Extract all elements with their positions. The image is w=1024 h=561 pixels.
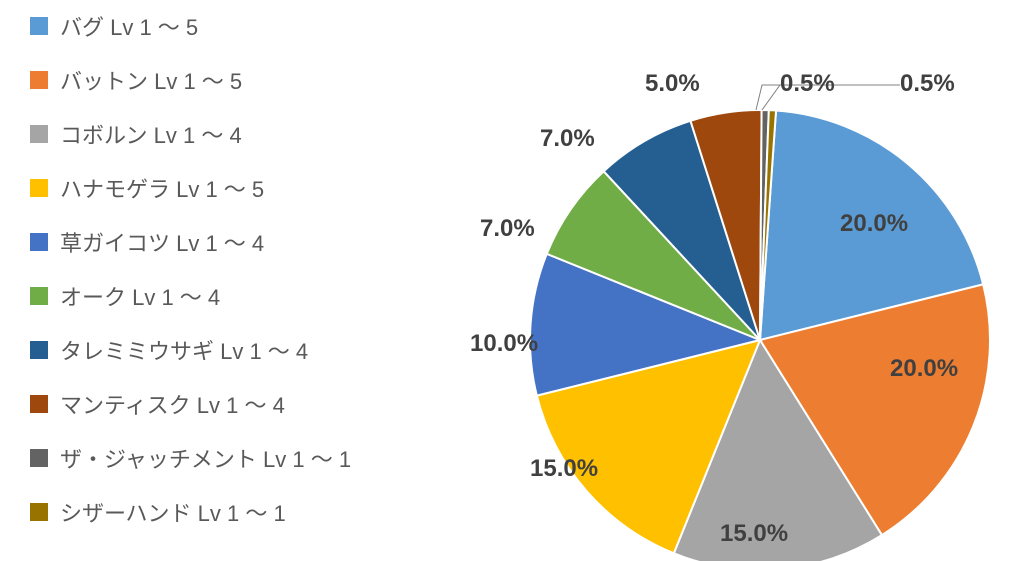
legend-label: シザーハンド Lv 1 ～ 1	[60, 496, 286, 528]
legend-label: ハナモゲラ Lv 1 ～ 5	[60, 172, 264, 204]
legend-swatch	[30, 125, 48, 143]
legend-label: オーク Lv 1 ～ 4	[60, 280, 220, 312]
legend-swatch	[30, 341, 48, 359]
legend-item: バグ Lv 1 ～ 5	[30, 10, 410, 42]
legend-swatch	[30, 17, 48, 35]
legend-item: コボルン Lv 1 ～ 4	[30, 118, 410, 150]
legend-item: シザーハンド Lv 1 ～ 1	[30, 496, 410, 528]
slice-percent-label: 7.0%	[540, 125, 595, 153]
slice-percent-label: 0.5%	[900, 70, 955, 98]
legend-label: バグ Lv 1 ～ 5	[60, 10, 198, 42]
slice-percent-label: 5.0%	[645, 70, 700, 98]
slice-percent-label: 0.5%	[780, 70, 835, 98]
legend-swatch	[30, 71, 48, 89]
slice-percent-label: 7.0%	[480, 215, 535, 243]
legend-swatch	[30, 449, 48, 467]
legend-item: オーク Lv 1 ～ 4	[30, 280, 410, 312]
legend-label: タレミミウサギ Lv 1 ～ 4	[60, 334, 308, 366]
slice-percent-label: 15.0%	[530, 455, 598, 483]
legend: バグ Lv 1 ～ 5 バットン Lv 1 ～ 5 コボルン Lv 1 ～ 4 ハナモ…	[0, 0, 410, 561]
legend-swatch	[30, 233, 48, 251]
legend-label: 草ガイコツ Lv 1 ～ 4	[60, 226, 264, 258]
slice-percent-label: 10.0%	[470, 330, 538, 358]
legend-swatch	[30, 503, 48, 521]
legend-label: コボルン Lv 1 ～ 4	[60, 118, 242, 150]
slice-percent-label: 20.0%	[840, 210, 908, 238]
legend-swatch	[30, 287, 48, 305]
legend-swatch	[30, 179, 48, 197]
slice-percent-label: 15.0%	[720, 520, 788, 548]
legend-item: バットン Lv 1 ～ 5	[30, 64, 410, 96]
chart-container: バグ Lv 1 ～ 5 バットン Lv 1 ～ 5 コボルン Lv 1 ～ 4 ハナモ…	[0, 0, 1024, 561]
legend-item: タレミミウサギ Lv 1 ～ 4	[30, 334, 410, 366]
pie-chart-area: 20.0% 20.0% 15.0% 15.0% 10.0% 7.0% 7.0% 5.0% 0.5…	[410, 0, 1024, 561]
legend-label: バットン Lv 1 ～ 5	[60, 64, 242, 96]
slice-percent-label: 20.0%	[890, 355, 958, 383]
legend-swatch	[30, 395, 48, 413]
legend-item: ザ・ジャッチメント Lv 1 ～ 1	[30, 442, 410, 474]
legend-label: ザ・ジャッチメント Lv 1 ～ 1	[60, 442, 351, 474]
legend-label: マンティスク Lv 1 ～ 4	[60, 388, 285, 420]
legend-item: マンティスク Lv 1 ～ 4	[30, 388, 410, 420]
legend-item: ハナモゲラ Lv 1 ～ 5	[30, 172, 410, 204]
legend-item: 草ガイコツ Lv 1 ～ 4	[30, 226, 410, 258]
